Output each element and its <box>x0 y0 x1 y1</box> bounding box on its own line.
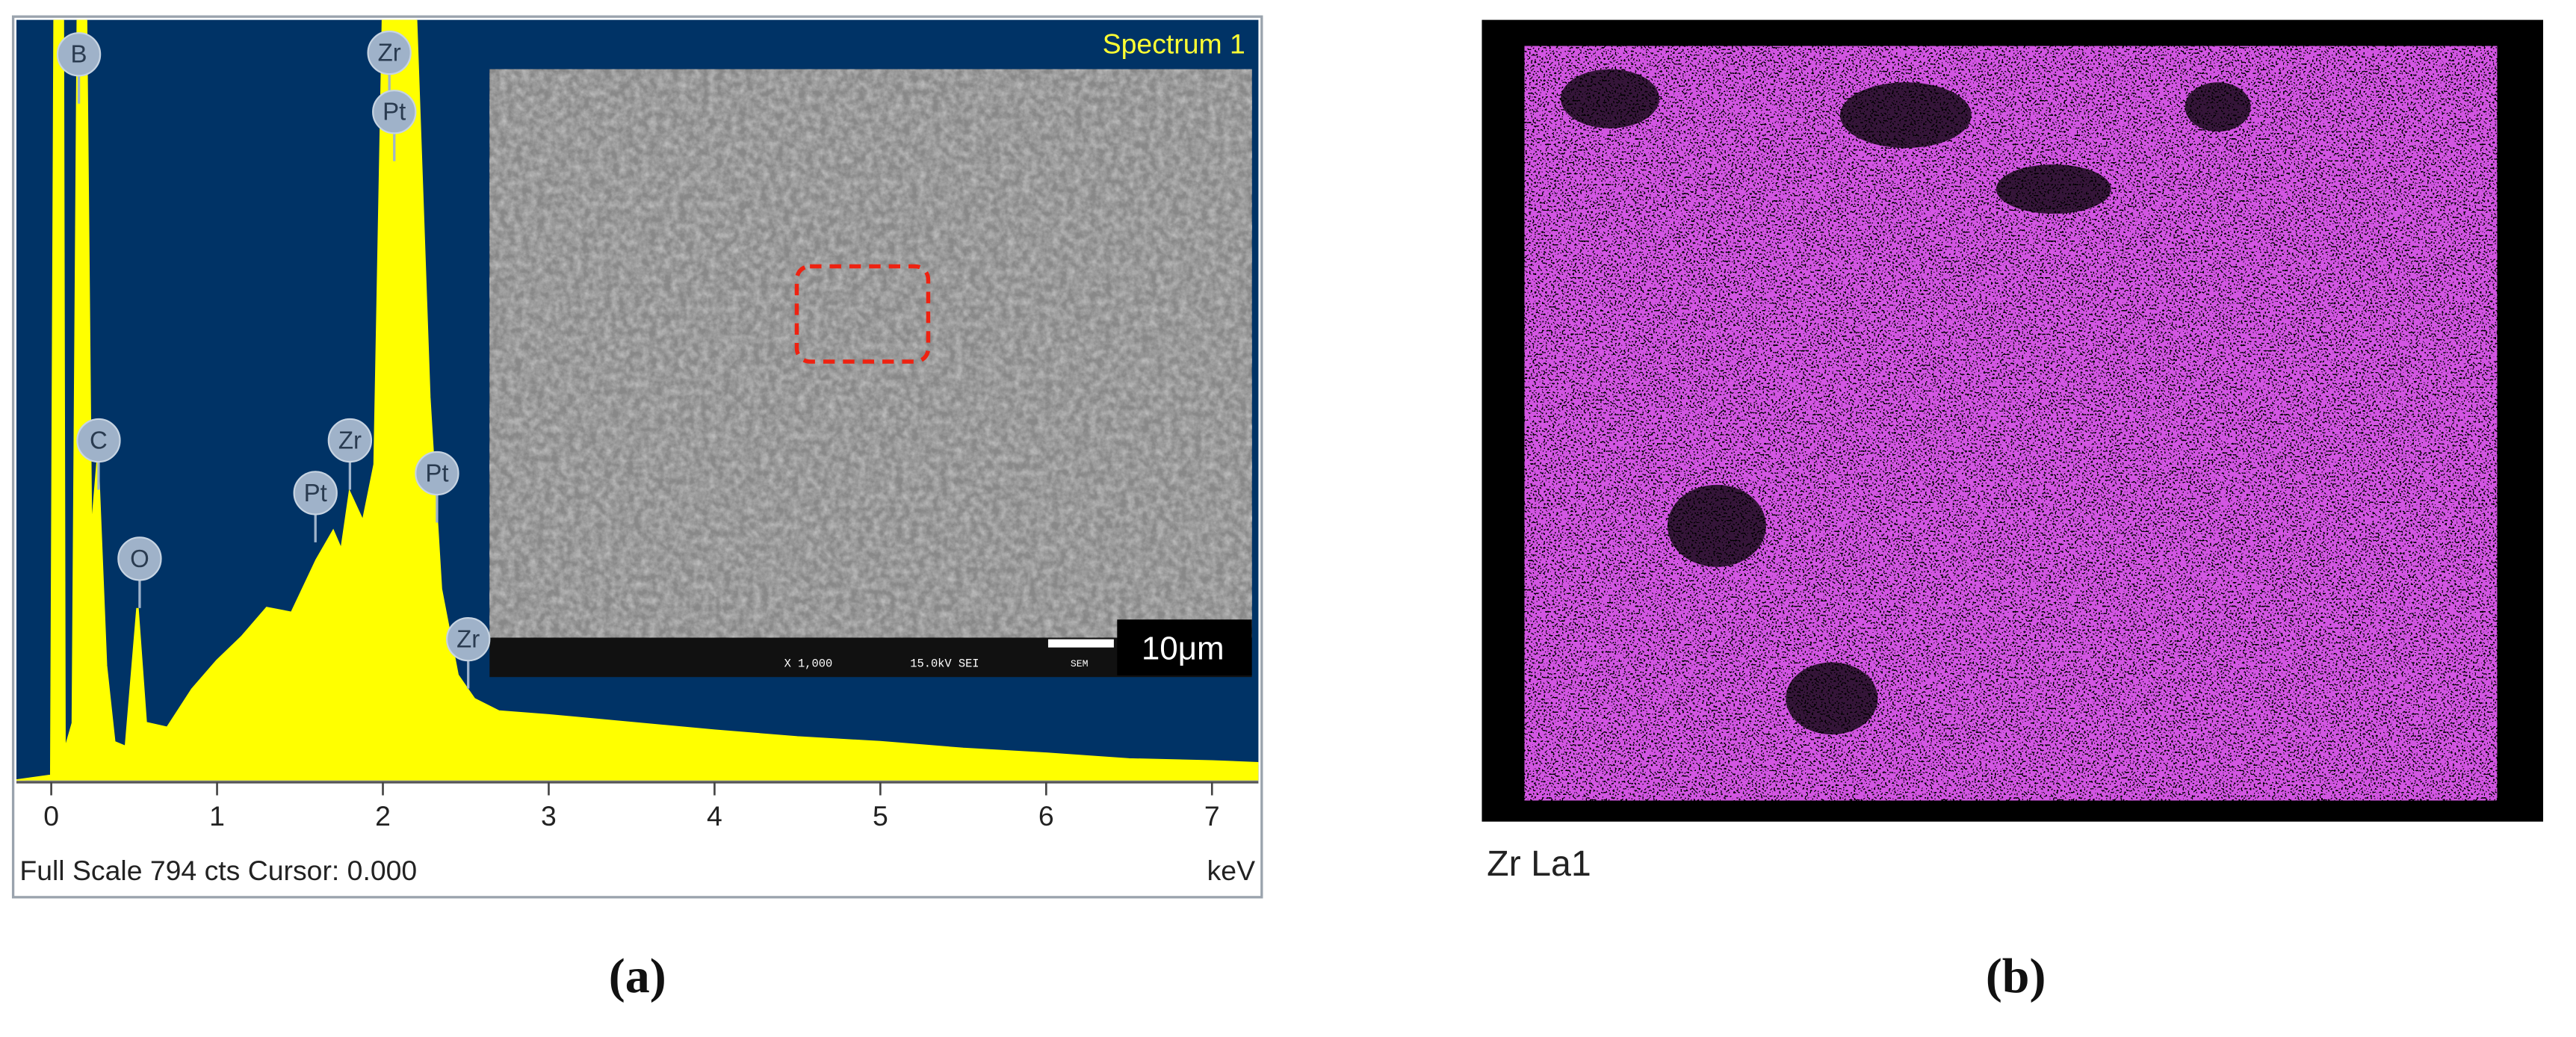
peak-marker <box>415 451 459 496</box>
x-tick-label: 2 <box>375 800 391 832</box>
peak-label: Pt <box>304 479 327 507</box>
x-axis-label: keV <box>1207 855 1255 886</box>
peak-label: Zr <box>378 39 401 66</box>
selection-box <box>794 264 931 364</box>
spectrum-fill <box>16 19 1259 781</box>
spectrum-line <box>16 19 1259 781</box>
peak-marker <box>327 418 373 463</box>
scale-box <box>1117 619 1252 676</box>
peak-label: B <box>71 40 87 68</box>
peak-marker <box>76 418 121 463</box>
x-tick-label: 7 <box>1204 800 1220 832</box>
peak-label: Pt <box>383 98 406 126</box>
x-tick-label: 1 <box>209 800 225 832</box>
inset-voltage: 15.0kV SEI <box>910 657 979 671</box>
spectrum-title: Spectrum 1 <box>1103 28 1245 60</box>
spectrum-group <box>16 19 1259 781</box>
peak-marker <box>372 90 417 134</box>
peak-label: Zr <box>338 426 362 454</box>
peak-label: Pt <box>425 459 448 486</box>
x-tick-label: 4 <box>707 800 722 832</box>
caption-b: (b) <box>1986 949 2046 1003</box>
sem-image <box>489 69 1252 638</box>
peak-label: O <box>130 545 149 572</box>
zr-map <box>1524 46 2498 801</box>
x-tick-label: 6 <box>1038 800 1054 832</box>
peak-label: C <box>90 426 108 454</box>
x-tick-label: 5 <box>873 800 888 832</box>
peak-marker <box>117 536 162 581</box>
x-tick-label: 3 <box>541 800 557 832</box>
peak-marker <box>367 30 412 75</box>
scale-label: 10μm <box>1142 631 1224 667</box>
x-tick-label: 0 <box>43 800 59 832</box>
sem-inset: X 1,000 15.0kV SEI SEM 10μm <box>489 69 1252 678</box>
peak-label: Zr <box>456 625 480 653</box>
scale-bar <box>1047 639 1114 648</box>
inset-instrument: SEM <box>1071 658 1089 669</box>
map-dark-patches <box>1561 69 2251 735</box>
footer: Full Scale 794 cts Cursor: 0.000 <box>19 855 417 886</box>
peak-marker <box>56 32 102 77</box>
caption-a: (a) <box>609 949 666 1003</box>
peak-marker <box>293 471 338 516</box>
map-label: Zr La1 <box>1487 843 1591 884</box>
inset-mag: X 1,000 <box>784 657 833 671</box>
peak-marker <box>446 616 491 662</box>
